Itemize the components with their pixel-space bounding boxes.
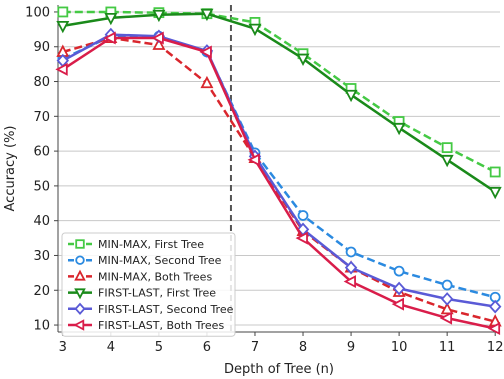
- legend-label: MIN-MAX, Both Trees: [98, 270, 212, 283]
- x-tick-label: 6: [203, 340, 211, 355]
- data-point: [151, 31, 164, 45]
- legend-label: MIN-MAX, First Tree: [98, 238, 204, 251]
- x-tick-label: 12: [487, 340, 504, 355]
- series-line: [62, 33, 496, 308]
- y-tick-label: 10: [33, 319, 50, 334]
- y-tick-label: 20: [33, 284, 50, 299]
- x-tick-label: 7: [251, 340, 259, 355]
- legend-swatch-marker: [73, 319, 85, 331]
- y-tick-label: 80: [33, 75, 50, 90]
- data-point: [440, 301, 454, 315]
- data-point: [199, 45, 212, 59]
- legend-item: FIRST-LAST, Second Tree: [68, 302, 234, 316]
- x-tick-label: 5: [155, 340, 163, 355]
- data-point: [345, 246, 357, 258]
- data-point: [393, 265, 405, 277]
- data-point: [200, 8, 214, 22]
- legend-label: FIRST-LAST, Second Tree: [98, 303, 234, 316]
- series-line: [62, 10, 496, 174]
- data-point: [392, 122, 406, 136]
- data-point: [392, 281, 406, 296]
- y-tick-label: 100: [25, 5, 50, 20]
- data-point: [441, 142, 453, 154]
- data-point: [343, 275, 356, 289]
- legend-swatch-marker: [74, 288, 86, 300]
- data-point: [56, 20, 70, 34]
- data-point: [391, 297, 405, 311]
- data-point: [488, 299, 502, 314]
- x-axis-label: Depth of Tree (n): [224, 362, 334, 377]
- x-tick-label: 4: [107, 340, 115, 355]
- data-point: [104, 12, 118, 26]
- legend-label: MIN-MAX, Second Tree: [98, 254, 222, 267]
- data-point: [439, 311, 453, 325]
- legend-swatch-marker: [74, 269, 86, 281]
- y-tick-label: 90: [33, 40, 50, 55]
- series-line: [62, 12, 496, 193]
- y-tick-label: 60: [33, 145, 50, 160]
- data-point: [152, 9, 166, 23]
- data-point: [295, 231, 308, 245]
- y-tick-label: 50: [33, 179, 50, 194]
- data-point: [488, 186, 502, 200]
- y-tick-label: 40: [33, 214, 50, 229]
- legend-item: FIRST-LAST, First Tree: [68, 287, 216, 300]
- data-point: [103, 31, 116, 45]
- y-axis-label: Accuracy (%): [3, 126, 18, 212]
- data-point: [152, 37, 166, 50]
- data-point: [440, 154, 454, 168]
- data-point: [489, 166, 501, 178]
- series-line: [62, 36, 496, 330]
- x-tick-label: 9: [347, 340, 355, 355]
- tick-labels: 10 20 30 40 50 60 70 80 90 100 3 4 5 6 7 8 9 10 11 12: [25, 5, 503, 355]
- legend-box: [61, 232, 236, 337]
- series-layer: [55, 6, 502, 336]
- x-tick-label: 10: [391, 340, 408, 355]
- data-point: [248, 23, 262, 37]
- data-point: [57, 6, 69, 18]
- y-tick-label: 70: [33, 110, 50, 125]
- legend: MIN-MAX, First Tree MIN-MAX, Second Tree M…: [61, 232, 236, 337]
- legend-swatch-marker: [75, 255, 85, 265]
- legend-label: FIRST-LAST, Both Trees: [98, 319, 224, 332]
- legend-item: FIRST-LAST, Both Trees: [68, 319, 224, 332]
- legend-item: MIN-MAX, First Tree: [68, 238, 204, 251]
- data-point: [296, 53, 310, 67]
- x-tick-label: 11: [439, 340, 456, 355]
- data-point: [344, 89, 358, 103]
- x-tick-label: 3: [59, 340, 67, 355]
- legend-item: MIN-MAX, Second Tree: [68, 254, 222, 267]
- data-point: [440, 292, 454, 306]
- data-point: [344, 260, 358, 275]
- data-point: [487, 322, 501, 336]
- data-point: [441, 279, 453, 291]
- legend-swatch-marker: [75, 239, 85, 249]
- legend-item: MIN-MAX, Both Trees: [68, 269, 212, 283]
- legend-label: FIRST-LAST, First Tree: [98, 287, 216, 300]
- data-point: [200, 75, 214, 89]
- series-4: [56, 8, 502, 200]
- x-tick-label: 8: [299, 340, 307, 355]
- y-tick-label: 30: [33, 249, 50, 264]
- series-6: [55, 31, 501, 336]
- data-point: [55, 62, 68, 76]
- data-point: [247, 153, 260, 167]
- legend-swatch-marker: [74, 302, 86, 315]
- data-point: [297, 210, 309, 221]
